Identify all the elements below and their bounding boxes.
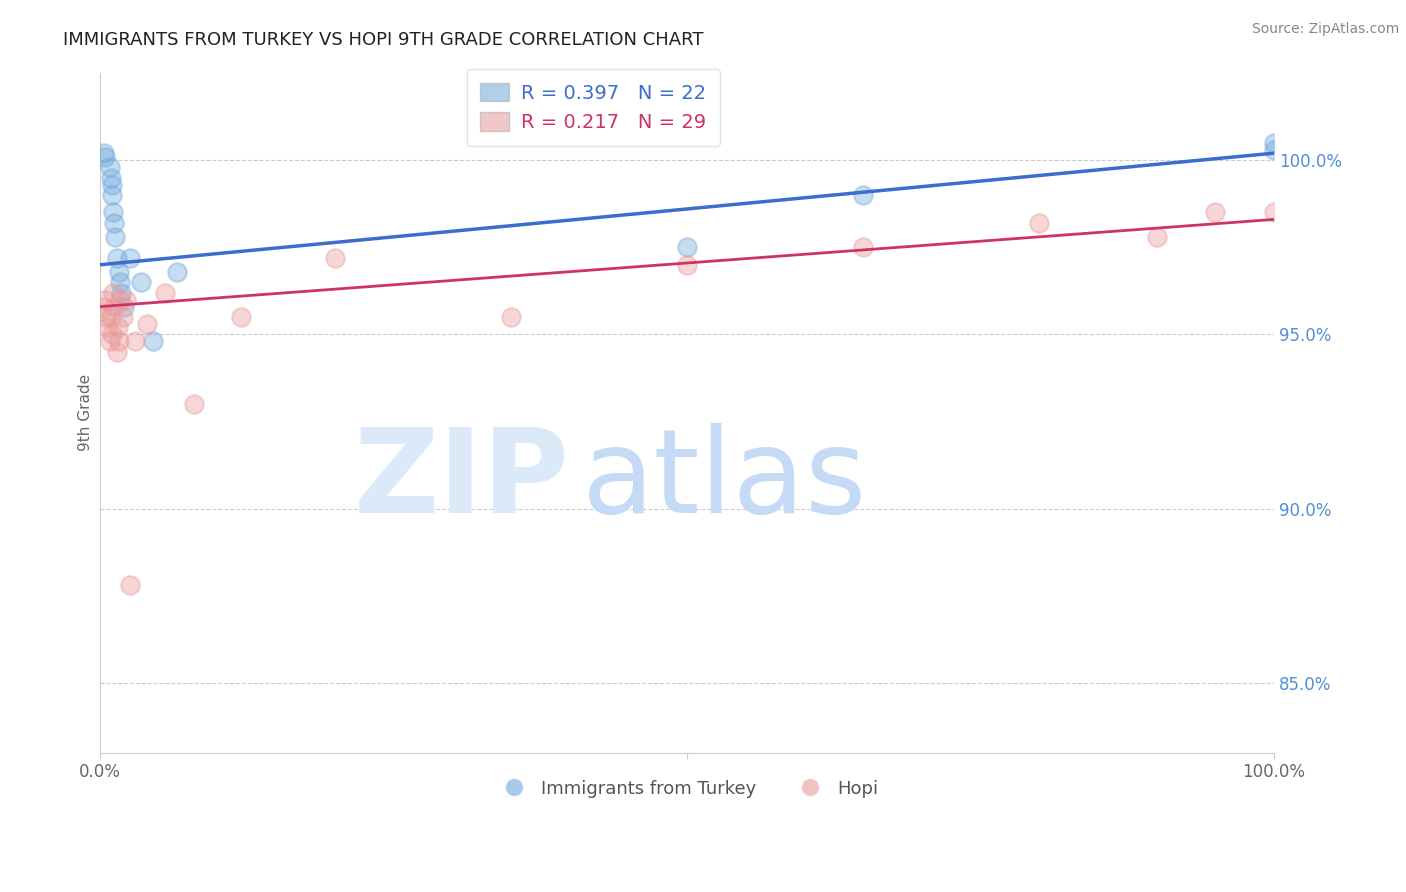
Point — [1028, 216, 1050, 230]
Point — [676, 240, 699, 254]
Text: atlas: atlas — [582, 424, 868, 539]
Point — [136, 317, 159, 331]
Text: Source: ZipAtlas.com: Source: ZipAtlas.com — [1251, 22, 1399, 37]
Point — [101, 205, 124, 219]
Point — [108, 275, 131, 289]
Y-axis label: 9th Grade: 9th Grade — [79, 375, 93, 451]
Point — [499, 310, 522, 324]
Point — [1263, 143, 1285, 157]
Point — [1204, 205, 1226, 219]
Point — [103, 216, 125, 230]
Point — [98, 334, 121, 349]
Point — [108, 293, 131, 307]
Point — [107, 320, 129, 334]
Point — [229, 310, 252, 324]
Point — [111, 310, 134, 324]
Point — [103, 300, 125, 314]
Point — [852, 188, 875, 202]
Point — [101, 285, 124, 300]
Point — [101, 327, 124, 342]
Point — [94, 310, 117, 324]
Point — [94, 293, 117, 307]
Point — [118, 251, 141, 265]
Point — [183, 397, 205, 411]
Point — [142, 334, 165, 349]
Point — [115, 293, 138, 307]
Point — [1146, 230, 1168, 244]
Legend: Immigrants from Turkey, Hopi: Immigrants from Turkey, Hopi — [488, 772, 886, 805]
Point — [101, 178, 124, 192]
Point — [93, 146, 115, 161]
Point — [110, 285, 132, 300]
Point — [166, 265, 188, 279]
Point — [96, 320, 118, 334]
Point — [94, 150, 117, 164]
Point — [104, 230, 127, 244]
Point — [1263, 136, 1285, 150]
Point — [105, 251, 128, 265]
Point — [108, 334, 131, 349]
Point — [108, 265, 131, 279]
Point — [98, 160, 121, 174]
Text: IMMIGRANTS FROM TURKEY VS HOPI 9TH GRADE CORRELATION CHART: IMMIGRANTS FROM TURKEY VS HOPI 9TH GRADE… — [63, 31, 704, 49]
Point — [852, 240, 875, 254]
Point — [676, 258, 699, 272]
Point — [91, 300, 114, 314]
Point — [101, 188, 124, 202]
Point — [129, 275, 152, 289]
Point — [112, 300, 135, 314]
Point — [105, 345, 128, 359]
Point — [323, 251, 346, 265]
Point — [153, 285, 176, 300]
Point — [100, 310, 122, 324]
Text: ZIP: ZIP — [354, 424, 569, 539]
Point — [118, 578, 141, 592]
Point — [124, 334, 146, 349]
Point — [100, 170, 122, 185]
Point — [1263, 205, 1285, 219]
